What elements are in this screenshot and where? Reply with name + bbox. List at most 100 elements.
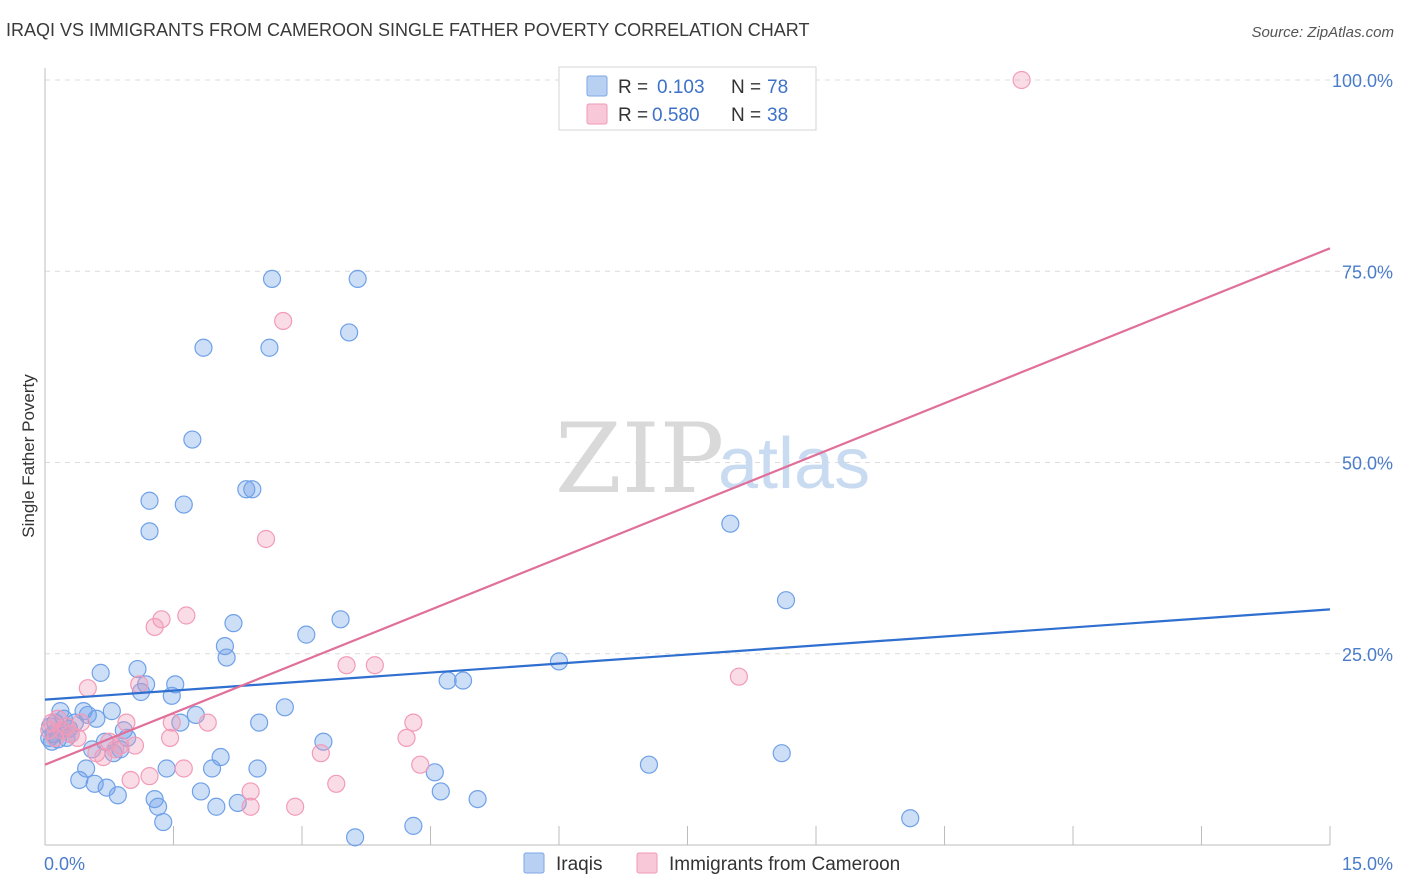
iraqis-point-76 (776, 591, 796, 610)
iraqis-point-55 (248, 759, 267, 778)
cameroon-point-18 (130, 675, 149, 694)
cameroon-point-39 (729, 667, 749, 686)
iraqis-point-23 (102, 702, 121, 721)
legend-swatch-cameroon (586, 103, 608, 125)
iraqis-point-42 (183, 430, 202, 449)
iraqis-point-45 (194, 338, 213, 357)
iraqis-point-48 (211, 747, 230, 767)
iraqis-point-18 (85, 774, 104, 793)
iraqis-point-49 (215, 636, 234, 656)
y-tick-label-0: 25.0% (1342, 645, 1393, 665)
iraqis-point-16 (78, 705, 97, 725)
series-legend: Iraqis Immigrants from Cameroon (523, 852, 900, 875)
cameroon-point-37 (404, 713, 423, 732)
iraqis-point-13 (70, 770, 89, 790)
iraqis-point-54 (243, 480, 262, 499)
iraqis-point-69 (438, 671, 457, 690)
legend-r-value-2: 0.580 (652, 105, 700, 126)
iraqis-point-77 (901, 809, 920, 828)
cameroon-point-21 (152, 610, 171, 629)
legend-r-label-1: R = (618, 77, 648, 98)
cameroon-point-27 (241, 782, 260, 801)
iraqis-point-15 (77, 759, 96, 778)
cameroon-point-22 (160, 728, 180, 748)
cameroon-point-35 (365, 656, 384, 675)
cameroon-trend-line (44, 247, 1331, 766)
legend-n-value-2: 38 (767, 105, 788, 126)
iraqis-point-50 (217, 648, 236, 667)
cameroon-point-34 (337, 656, 356, 675)
y-axis-label: Single Father Poverty (19, 374, 38, 538)
iraqis-point-59 (275, 698, 294, 717)
iraqis-point-58 (262, 269, 282, 288)
iraqis-point-64 (346, 828, 365, 847)
iraqis-point-19 (87, 709, 106, 728)
cameroon-point-32 (311, 744, 330, 763)
series-label-iraqis: Iraqis (556, 854, 602, 875)
iraqis-point-51 (224, 614, 243, 633)
series-label-cameroon: Immigrants from Cameroon (669, 854, 900, 875)
cameroon-point-31 (286, 797, 305, 816)
iraqis-point-72 (549, 652, 569, 671)
chart-title: IRAQI VS IMMIGRANTS FROM CAMEROON SINGLE… (6, 20, 810, 40)
stats-legend: R = 0.103 N = 78 R = 0.580 N = 38 (558, 66, 817, 131)
cameroon-point-7 (68, 728, 87, 748)
iraqis-point-57 (260, 338, 279, 357)
y-tick-label-3: 100.0% (1332, 71, 1393, 91)
iraqis-point-60 (297, 625, 316, 644)
iraqis-point-53 (237, 480, 256, 499)
cameroon-point-20 (145, 617, 164, 637)
iraqis-point-66 (404, 816, 423, 835)
cameroon-point-28 (241, 797, 260, 816)
iraqis-point-61 (314, 732, 333, 751)
iraqis-point-39 (166, 675, 185, 694)
gridlines (45, 79, 1392, 655)
tick-labels: 25.0% 50.0% 75.0% 100.0% 0.0% 15.0% (44, 71, 1393, 874)
iraqis-point-75 (772, 744, 791, 763)
cameroon-point-29 (256, 529, 276, 549)
iraqis-point-65 (348, 269, 367, 288)
iraqis-point-25 (108, 786, 127, 805)
iraqis-point-35 (148, 797, 168, 816)
iraqis-point-70 (453, 671, 473, 690)
cameroon-point-40 (1012, 70, 1031, 90)
y-tick-label-2: 75.0% (1342, 262, 1393, 282)
cameroon-point-17 (125, 736, 145, 755)
cameroon-point-8 (71, 713, 91, 732)
iraqis-point-74 (721, 514, 740, 533)
iraqis-point-44 (191, 782, 211, 801)
iraqis-point-47 (207, 797, 226, 816)
watermark: ZIP atlas (555, 403, 870, 515)
iraqis-point-67 (425, 763, 444, 782)
x-tick-label-0: 0.0% (44, 854, 85, 874)
axes (44, 68, 1331, 846)
legend-r-label-2: R = (618, 105, 648, 126)
iraqis-point-29 (128, 659, 147, 679)
legend-n-label-1: N = (731, 77, 761, 98)
trend-lines (44, 247, 1331, 766)
cameroon-point-24 (174, 759, 193, 778)
cameroon-point-2 (46, 728, 65, 748)
legend-n-value-1: 78 (767, 77, 788, 98)
iraqis-point-33 (140, 522, 159, 541)
data-points (40, 70, 1031, 847)
cameroon-point-36 (397, 728, 416, 748)
cameroon-point-14 (111, 736, 130, 755)
series-swatch-iraqis (523, 852, 545, 874)
iraqis-point-36 (154, 812, 173, 832)
iraqis-point-37 (157, 759, 176, 778)
cameroon-point-30 (274, 311, 293, 331)
cameroon-point-26 (198, 713, 217, 732)
cameroon-point-25 (177, 606, 196, 625)
iraqis-point-20 (91, 663, 110, 682)
cameroon-point-33 (327, 774, 346, 793)
iraqis-trend-line (44, 608, 1331, 701)
x-tick-label-1: 15.0% (1342, 854, 1393, 874)
cameroon-point-19 (140, 767, 159, 786)
iraqis-point-62 (331, 610, 350, 629)
legend-r-value-1: 0.103 (657, 77, 705, 98)
series-swatch-cameroon (636, 852, 658, 874)
iraqis-point-68 (431, 782, 450, 801)
iraqis-point-63 (340, 323, 359, 342)
